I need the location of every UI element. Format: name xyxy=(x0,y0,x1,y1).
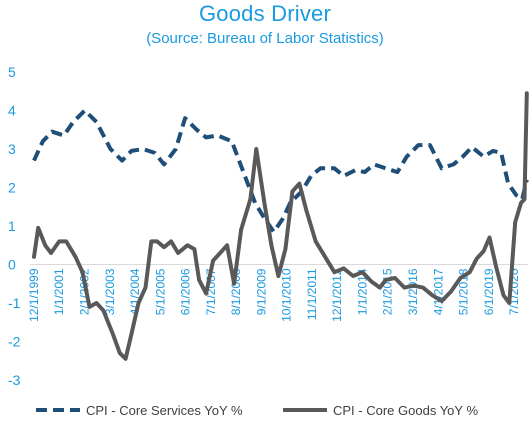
x-tick-label: 3/1/2003 xyxy=(103,268,117,315)
core-goods-line xyxy=(32,91,529,361)
x-tick-label: 6/1/2006 xyxy=(179,268,193,315)
x-tick-label: 2/1/2015 xyxy=(381,268,395,315)
x-tick-label: 11/1/2011 xyxy=(305,268,319,320)
core-services-line xyxy=(32,108,529,234)
x-tick-label: 9/1/2009 xyxy=(254,268,268,315)
x-tick-label: 12/1/2012 xyxy=(330,268,344,322)
legend-label-services: CPI - Core Services YoY % xyxy=(86,403,243,418)
y-tick-label: 3 xyxy=(8,141,16,157)
x-tick-label: 6/1/2019 xyxy=(482,268,496,315)
x-tick-label: 4/1/2017 xyxy=(431,268,445,315)
y-tick-label: -3 xyxy=(8,372,21,388)
chart-title: Goods Driver xyxy=(199,1,331,26)
x-tick-label: 5/1/2005 xyxy=(153,268,167,315)
x-tick-label: 4/1/2004 xyxy=(128,268,142,315)
y-tick-label: 0 xyxy=(8,257,16,273)
y-tick-label: 2 xyxy=(8,180,16,196)
x-tick-label: 3/1/2016 xyxy=(406,268,420,315)
chart-subtitle: (Source: Bureau of Labor Statistics) xyxy=(146,30,384,47)
y-tick-label: 4 xyxy=(8,103,16,119)
legend-label-goods: CPI - Core Goods YoY % xyxy=(333,403,478,418)
x-tick-label: 10/1/2010 xyxy=(280,268,294,322)
y-tick-label: 5 xyxy=(8,64,16,80)
x-tick-label: 12/1/1999 xyxy=(27,268,41,322)
y-tick-label: 1 xyxy=(8,218,16,234)
legend: CPI - Core Services YoY % CPI - Core Good… xyxy=(36,403,478,418)
series-lines xyxy=(32,91,529,361)
x-tick-label: 1/1/2001 xyxy=(52,268,66,315)
y-tick-label: -1 xyxy=(8,295,21,311)
x-tick-label: 1/1/2014 xyxy=(355,268,369,315)
y-tick-label: -2 xyxy=(8,334,21,350)
